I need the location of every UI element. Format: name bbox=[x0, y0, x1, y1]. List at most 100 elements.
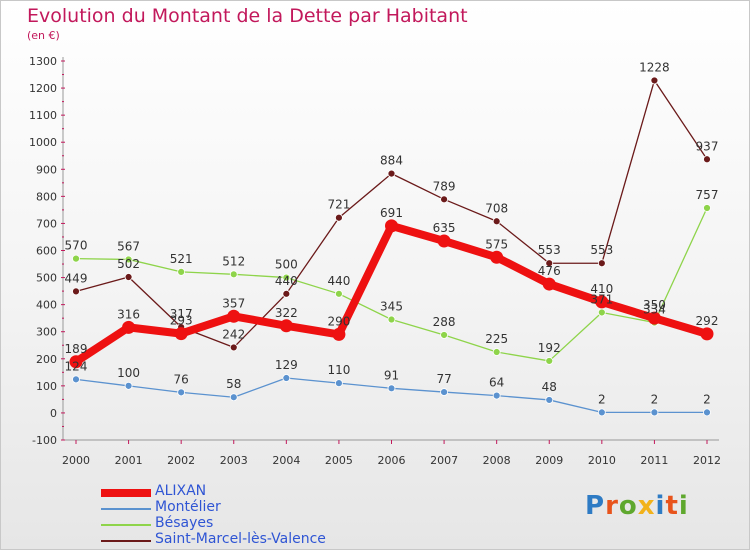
y-tick-label: 400 bbox=[36, 299, 57, 312]
data-label: 350 bbox=[643, 298, 666, 312]
logo-letter: i bbox=[655, 491, 666, 521]
data-point bbox=[124, 255, 133, 264]
data-label: 570 bbox=[65, 239, 88, 253]
data-label: 500 bbox=[275, 258, 298, 272]
data-label: 937 bbox=[696, 139, 719, 153]
data-point bbox=[69, 355, 83, 369]
data-point bbox=[174, 327, 188, 341]
data-label: 440 bbox=[275, 274, 298, 288]
data-label: 1228 bbox=[639, 60, 670, 74]
legend-swatch-montelier bbox=[101, 508, 151, 510]
data-point bbox=[703, 204, 711, 212]
data-point bbox=[545, 396, 554, 404]
data-label: 721 bbox=[327, 198, 350, 212]
legend-swatch-alixan bbox=[101, 489, 151, 497]
y-tick-label: 600 bbox=[36, 245, 57, 258]
data-label: 292 bbox=[696, 314, 719, 328]
data-label: 290 bbox=[327, 314, 350, 328]
data-point bbox=[647, 311, 661, 325]
logo-letter: t bbox=[665, 491, 679, 521]
data-point bbox=[177, 388, 186, 397]
data-point bbox=[282, 289, 291, 298]
data-point bbox=[387, 384, 396, 393]
data-label: 449 bbox=[65, 271, 88, 285]
data-point bbox=[72, 287, 80, 296]
y-tick-label: 500 bbox=[36, 272, 57, 285]
data-label: 757 bbox=[696, 188, 719, 202]
data-label: 521 bbox=[170, 252, 193, 266]
data-label: 884 bbox=[380, 154, 403, 168]
series-line-mont-lier bbox=[75, 377, 708, 414]
data-label: 635 bbox=[433, 221, 456, 235]
data-label: 317 bbox=[170, 307, 193, 321]
legend-item-saint-marcel: Saint-Marcel-lès-Valence bbox=[101, 531, 401, 549]
data-label: 242 bbox=[222, 327, 245, 341]
data-label: 76 bbox=[174, 372, 189, 386]
data-label: 502 bbox=[117, 257, 140, 271]
data-label: 58 bbox=[226, 377, 241, 391]
data-point bbox=[700, 327, 714, 341]
legend-swatch-saint-marcel bbox=[101, 540, 151, 542]
y-tick-label: 100 bbox=[36, 380, 57, 393]
data-label: 553 bbox=[538, 243, 561, 257]
x-tick-label: 2006 bbox=[378, 454, 406, 467]
x-tick-label: 2000 bbox=[62, 454, 90, 467]
data-point bbox=[282, 374, 291, 382]
legend-label: Saint-Marcel-lès-Valence bbox=[155, 531, 326, 547]
data-point bbox=[124, 273, 133, 281]
proxiti-logo: Proxiti bbox=[585, 491, 689, 521]
data-point bbox=[282, 273, 291, 282]
data-point bbox=[597, 308, 606, 317]
y-tick-label: 200 bbox=[36, 353, 57, 366]
y-tick-label: -100 bbox=[32, 434, 57, 447]
data-point bbox=[335, 289, 343, 298]
chart-subtitle: (en €) bbox=[27, 29, 60, 42]
data-point bbox=[385, 219, 398, 233]
data-label: 129 bbox=[275, 358, 298, 372]
data-point bbox=[597, 259, 606, 268]
data-label: 189 bbox=[65, 342, 88, 356]
data-point bbox=[332, 327, 346, 341]
legend-label: Bésayes bbox=[155, 515, 214, 531]
data-point bbox=[440, 388, 448, 396]
data-label: 476 bbox=[538, 264, 561, 278]
logo-letter: o bbox=[618, 491, 638, 521]
data-label: 100 bbox=[117, 366, 140, 380]
data-label: 192 bbox=[538, 341, 561, 355]
data-label: 708 bbox=[485, 201, 508, 215]
data-point bbox=[229, 343, 238, 352]
data-label: 2 bbox=[598, 392, 606, 406]
logo-letter: r bbox=[605, 491, 619, 521]
data-label: 288 bbox=[433, 315, 456, 329]
data-point bbox=[227, 309, 241, 323]
data-label: 322 bbox=[275, 306, 298, 320]
data-label: 357 bbox=[222, 296, 245, 310]
data-label: 691 bbox=[380, 206, 403, 220]
data-point bbox=[492, 391, 501, 400]
x-tick-label: 2011 bbox=[640, 454, 668, 467]
x-tick-label: 2001 bbox=[115, 454, 143, 467]
data-point bbox=[124, 381, 133, 390]
logo-letter: x bbox=[637, 491, 656, 521]
legend-item-alixan: ALIXAN bbox=[101, 483, 401, 501]
legend-item-besayes: Bésayes bbox=[101, 515, 401, 533]
data-point bbox=[72, 254, 80, 263]
data-label: 64 bbox=[489, 376, 504, 390]
data-point bbox=[545, 259, 554, 268]
y-tick-label: 900 bbox=[36, 163, 57, 176]
chart-title: Evolution du Montant de la Dette par Hab… bbox=[27, 5, 468, 27]
data-label: 2 bbox=[651, 392, 659, 406]
data-label: 110 bbox=[327, 363, 350, 377]
x-tick-label: 2003 bbox=[220, 454, 248, 467]
data-point bbox=[335, 213, 343, 222]
legend-swatch-besayes bbox=[101, 524, 151, 526]
data-label: 293 bbox=[170, 314, 193, 328]
data-point bbox=[650, 76, 659, 85]
legend: ALIXAN Montélier Bésayes Saint-Marcel-lè… bbox=[101, 483, 401, 549]
x-tick-label: 2005 bbox=[325, 454, 353, 467]
data-label: 440 bbox=[327, 274, 350, 288]
data-label: 334 bbox=[643, 303, 666, 317]
data-point bbox=[703, 408, 711, 417]
